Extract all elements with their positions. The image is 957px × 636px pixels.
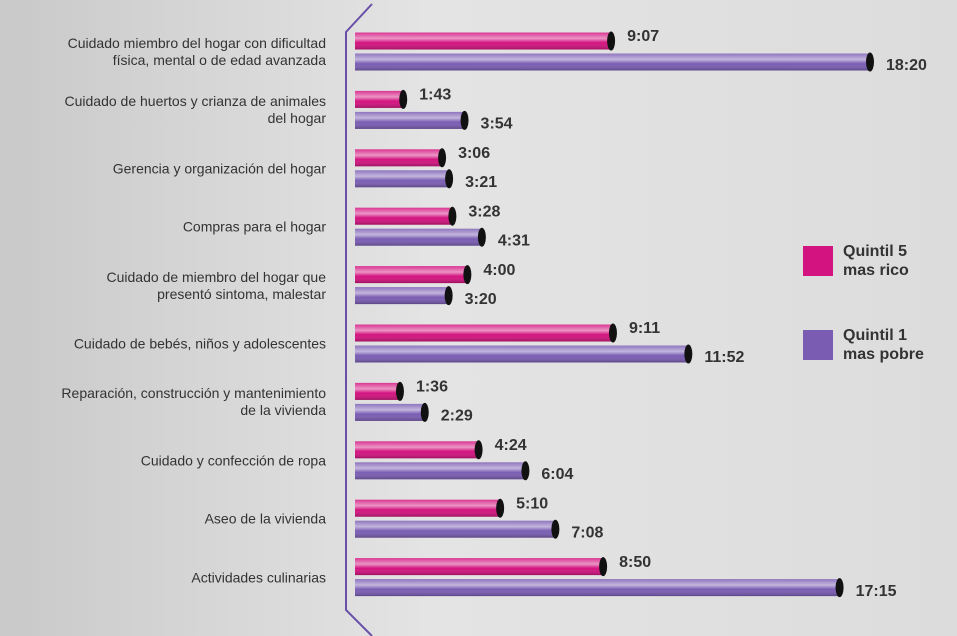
value-label: 5:10 [516,495,548,512]
legend-swatch [803,246,833,276]
bar-gloss [355,441,479,459]
category-label: Compras para el hogar [182,218,326,235]
value-label: 4:24 [495,437,527,454]
bar-gloss [355,324,613,342]
value-label: 6:04 [541,466,573,483]
value-label: 1:36 [416,379,448,396]
bar-cap [684,344,693,364]
value-label: 4:00 [483,262,515,279]
category-label: Cuidado miembro del hogar con dificultad… [67,35,326,68]
bar-gloss [355,32,612,50]
bar-gloss [355,207,453,225]
bar-gloss [355,170,450,188]
value-label: 18:20 [886,57,927,74]
value-label: 3:06 [458,145,490,162]
value-label: 9:11 [629,320,660,337]
category-label: Cuidado de miembro del hogar que present… [106,268,326,302]
value-label: 8:50 [619,554,651,571]
legend-label: Quintil 1 mas pobre [843,327,924,363]
bar-gloss [355,382,400,400]
category-label: Cuidado y confección de ropa [140,452,326,469]
bar-cap [608,323,617,343]
bar-cap [477,227,486,247]
value-label: 3:28 [468,203,500,220]
bar-cap [474,440,483,460]
bar-gloss [355,579,840,597]
bar-cap [866,52,874,72]
category-label: Gerencia y organización del hogar [112,160,326,177]
value-label: 7:08 [571,524,603,541]
bar-gloss [355,345,689,363]
bar-cap [420,402,429,422]
value-label: 4:31 [498,232,530,249]
bar-gloss [355,111,465,129]
bar-gloss [355,462,526,480]
bar-gloss [355,520,556,538]
bar-cap [599,557,608,577]
value-label: 2:29 [441,408,473,425]
value-label: 9:07 [627,28,659,45]
value-label: 17:15 [856,583,897,600]
value-label: 1:43 [419,87,451,104]
category-label: Reparación, construcción y mantenimiento… [61,385,326,419]
bar-gloss [355,228,482,246]
bar-cap [496,498,505,518]
bar-gloss [355,90,404,108]
bar-gloss [355,149,443,167]
bar-cap [444,286,453,306]
value-label: 11:52 [704,349,744,366]
bar-cap [835,578,844,598]
bar-cap [460,110,469,130]
bar-gloss [355,287,449,305]
category-label: Cuidado de bebés, niños y adolescentes [73,335,326,352]
bar-cap [395,381,404,401]
legend-swatch [803,330,833,360]
bar-gloss [355,558,604,576]
category-label: Aseo de la vivienda [204,510,326,527]
value-label: 3:20 [465,291,497,308]
value-label: 3:54 [481,116,513,133]
value-label: 3:21 [465,174,497,191]
bar-cap [463,265,472,285]
bar-gloss [355,53,870,71]
bar-gloss [355,499,501,517]
bar-cap [445,169,454,189]
bar-cap [399,89,408,109]
bar-gloss [355,266,468,284]
axis-wall [345,3,373,636]
bar-cap [551,519,560,539]
bar-cap [448,206,457,226]
bar-cap [521,461,530,481]
bar-cap [438,148,447,168]
bar-gloss [355,403,425,421]
category-label: Cuidado de huertos y crianza de animales… [64,93,327,127]
bar-cap [607,31,616,51]
category-label: Actividades culinarias [191,569,326,586]
legend-label: Quintil 5 mas rico [843,243,909,279]
